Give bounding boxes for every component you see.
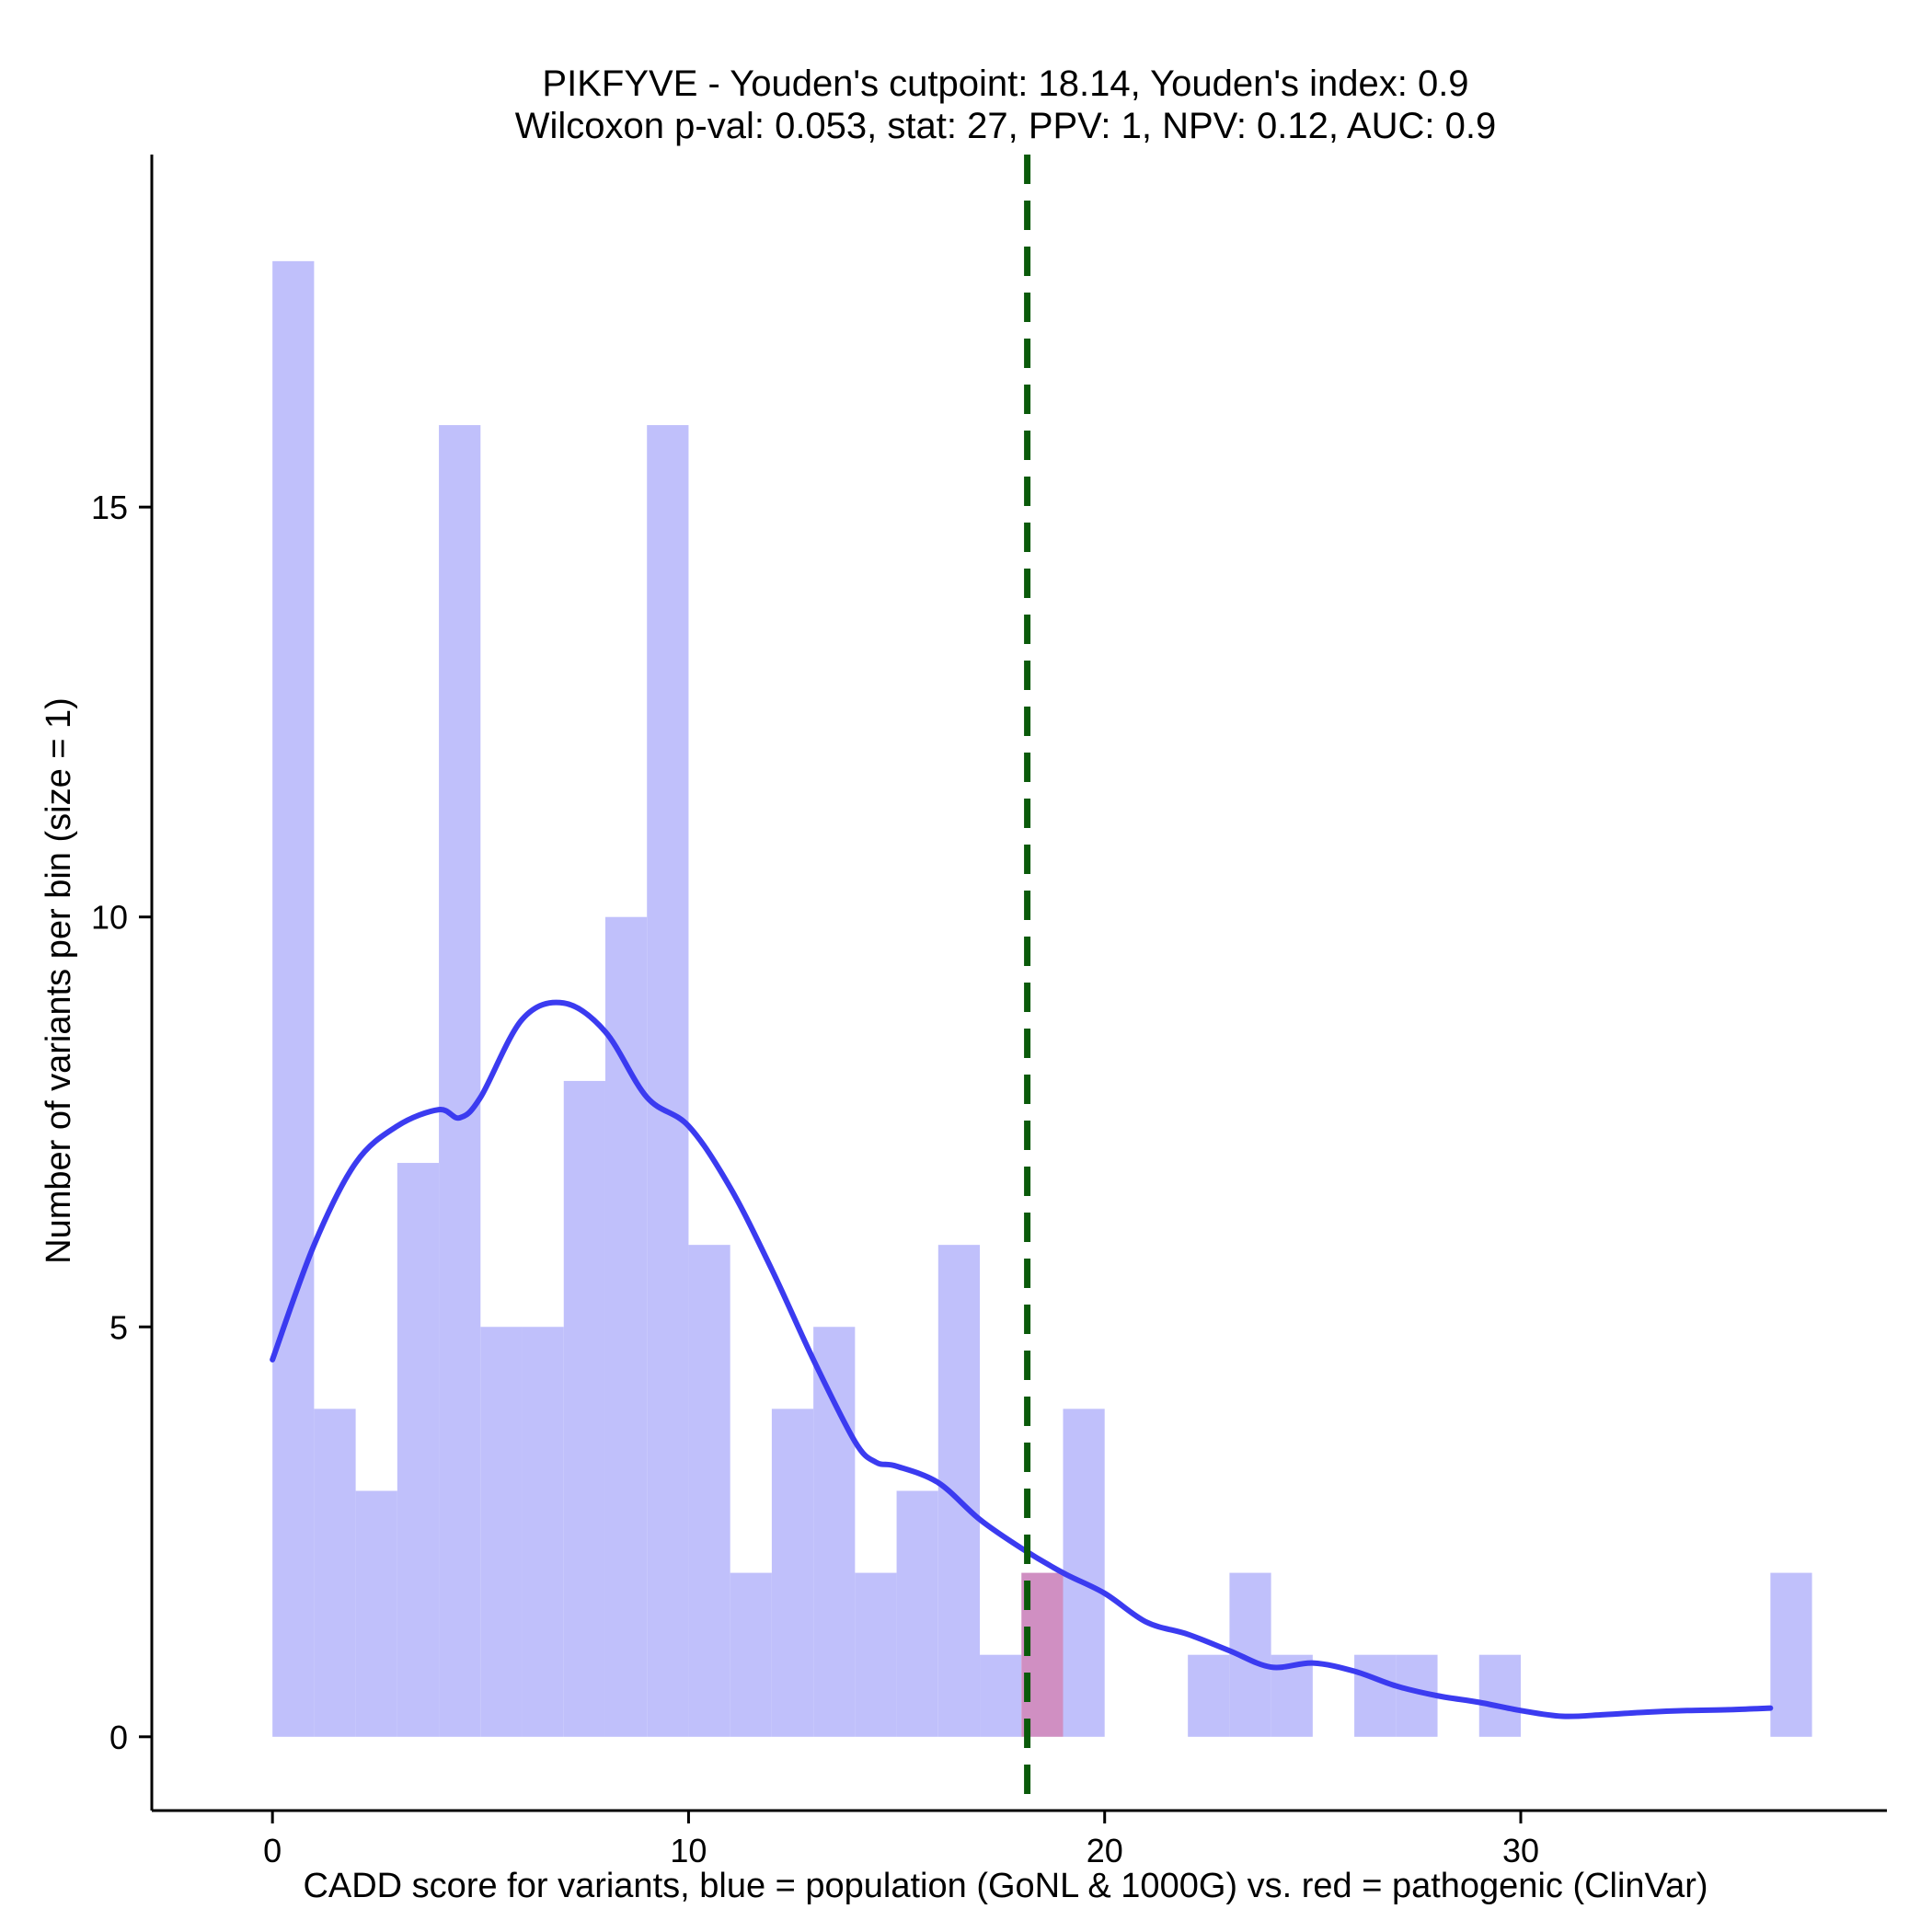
x-tick-label: 0 bbox=[263, 1832, 282, 1869]
y-axis-ticks: 0 5 10 15 bbox=[91, 489, 152, 1756]
y-tick-label: 5 bbox=[109, 1308, 128, 1346]
population-bar bbox=[604, 916, 648, 1737]
chart-subtitle: Wilcoxon p-val: 0.053, stat: 27, PPV: 1,… bbox=[515, 106, 1496, 146]
x-tick-label: 30 bbox=[1502, 1832, 1539, 1869]
density-curve bbox=[270, 999, 1774, 1719]
population-bar bbox=[314, 1409, 356, 1737]
x-tick-label: 20 bbox=[1087, 1832, 1123, 1869]
population-bar bbox=[439, 425, 481, 1737]
population-bar bbox=[1770, 1572, 1812, 1737]
population-bar bbox=[272, 260, 315, 1737]
population-bar bbox=[522, 1327, 564, 1737]
population-bar bbox=[980, 1654, 1022, 1737]
population-bar bbox=[855, 1572, 897, 1737]
population-bar bbox=[1354, 1654, 1397, 1737]
population-bar bbox=[355, 1490, 397, 1737]
population-bar bbox=[563, 1080, 605, 1737]
population-bar bbox=[771, 1409, 814, 1737]
population-bar bbox=[937, 1245, 981, 1737]
population-bar bbox=[730, 1572, 772, 1737]
x-tick-label: 10 bbox=[670, 1832, 707, 1869]
population-bar bbox=[1063, 1409, 1105, 1737]
y-tick-label: 10 bbox=[91, 899, 128, 937]
population-bar bbox=[1188, 1654, 1230, 1737]
population-bar bbox=[397, 1163, 440, 1737]
x-axis-label: CADD score for variants, blue = populati… bbox=[303, 1867, 1708, 1905]
population-bar bbox=[688, 1245, 730, 1737]
population-bar bbox=[647, 425, 689, 1737]
y-tick-label: 0 bbox=[109, 1719, 128, 1756]
y-axis-label: Number of variants per bin (size = 1) bbox=[40, 697, 78, 1264]
population-bar bbox=[1478, 1654, 1521, 1737]
population-bar bbox=[813, 1327, 856, 1737]
population-bar bbox=[480, 1327, 523, 1737]
y-tick-label: 15 bbox=[91, 489, 128, 526]
chart-title: PIKFYVE - Youden's cutpoint: 18.14, Youd… bbox=[542, 63, 1468, 104]
population-bars bbox=[272, 260, 1812, 1737]
population-bar bbox=[896, 1490, 938, 1737]
x-axis-ticks: 0 10 20 30 bbox=[263, 1811, 1539, 1869]
